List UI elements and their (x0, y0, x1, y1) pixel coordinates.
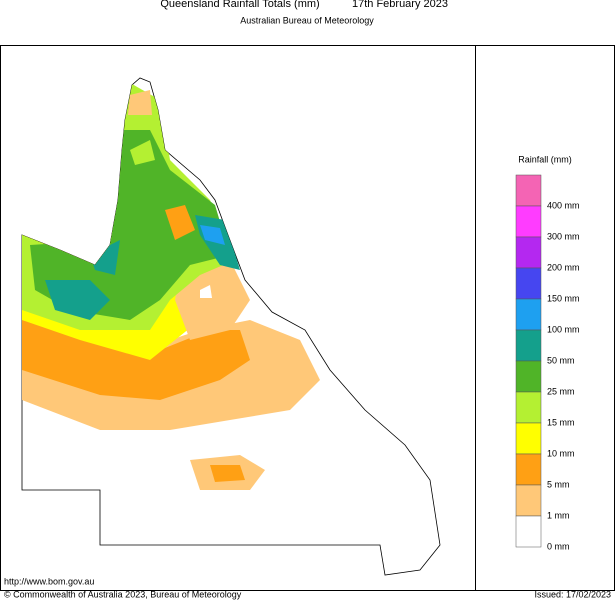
legend-label: 50 mm (547, 355, 575, 365)
legend-swatch (515, 515, 542, 548)
legend-label: 150 mm (547, 293, 580, 303)
rain-fields (22, 80, 320, 490)
legend-label: 100 mm (547, 324, 580, 334)
legend-label: 15 mm (547, 417, 575, 427)
map (21, 77, 441, 576)
legend-label: 0 mm (547, 541, 570, 551)
legend-label: 200 mm (547, 262, 580, 272)
date: 17th February 2023 (352, 0, 448, 10)
footer-url: http://www.bom.gov.au (4, 576, 94, 586)
legend-swatch (515, 391, 542, 424)
legend-swatch (515, 329, 542, 362)
footer-issued: Issued: 17/02/2023 (534, 589, 611, 599)
legend-swatch (515, 298, 542, 331)
legend-swatch (515, 360, 542, 393)
legend-title: Rainfall (mm) (518, 154, 572, 164)
title: Queensland Rainfall Totals (mm) (160, 0, 319, 10)
legend-swatch (515, 236, 542, 269)
legend: Rainfall (mm) 400 mm 300 mm 200 mm 150 mm 10… (515, 154, 580, 551)
legend-swatch (515, 205, 542, 238)
legend-label: 400 mm (547, 200, 580, 210)
legend-swatch (515, 453, 542, 486)
legend-swatch (515, 174, 542, 207)
subtitle: Australian Bureau of Meteorology (240, 15, 374, 25)
legend-label: 300 mm (547, 231, 580, 241)
legend-label: 10 mm (547, 448, 575, 458)
legend-label: 5 mm (547, 479, 570, 489)
legend-swatch (515, 422, 542, 455)
legend-label: 1 mm (547, 510, 570, 520)
legend-swatch (515, 484, 542, 517)
legend-label: 25 mm (547, 386, 575, 396)
legend-swatch (515, 267, 542, 300)
footer-copyright: © Commonwealth of Australia 2023, Bureau… (4, 589, 242, 599)
